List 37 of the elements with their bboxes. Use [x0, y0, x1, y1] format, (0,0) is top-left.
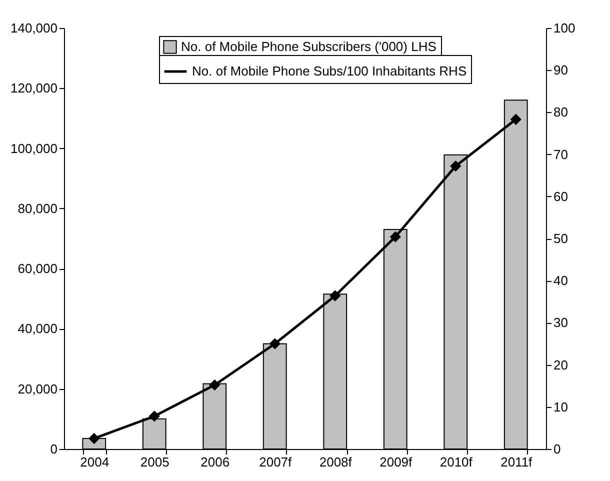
- point: [390, 232, 401, 242]
- y2-tick-label: 80: [554, 104, 568, 120]
- y2-tick-label: 30: [554, 315, 568, 330]
- point: [149, 410, 160, 422]
- y-tick-label: 20,000: [18, 381, 58, 396]
- y2-tick-label: 20: [554, 357, 568, 372]
- point: [209, 380, 220, 390]
- y-tick-label: 80,000: [18, 200, 58, 216]
- y2-tick-label: 10: [554, 399, 568, 414]
- y-tick-label: 120,000: [10, 80, 58, 96]
- x-tick-label: 2005: [140, 454, 170, 470]
- y-tick-label: 0: [50, 442, 58, 456]
- y2-tick-label: 70: [554, 146, 568, 162]
- y2-tick-label: 0: [554, 442, 561, 456]
- legend-label: No. of Mobile Phone Subs/100 Inhabitants RHS: [192, 64, 467, 78]
- y2-tick-label: 90: [554, 62, 568, 78]
- y2-tick-label: 40: [554, 273, 568, 288]
- y-tick-label: 140,000: [10, 20, 58, 36]
- y2-tick-label: 50: [554, 231, 568, 246]
- y2-tick-label: 100: [554, 20, 576, 36]
- point: [270, 338, 280, 349]
- x-tick-label: 2009f: [380, 454, 413, 470]
- point: [330, 290, 340, 301]
- x-tick-label: 2004: [80, 454, 110, 470]
- point: [450, 160, 461, 172]
- y-tick-label: 100,000: [10, 140, 58, 156]
- x-tick-label: 2007f: [259, 454, 292, 470]
- x-tick-label: 2006: [200, 454, 230, 470]
- x-tick-label: 2011f: [500, 454, 533, 470]
- y-tick-label: 40,000: [18, 321, 58, 336]
- y2-tick-label: 60: [554, 188, 568, 204]
- y-tick-label: 60,000: [18, 261, 58, 276]
- x-tick-label: 2008f: [319, 454, 352, 470]
- point: [88, 433, 100, 444]
- x-tick-label: 2010f: [440, 454, 473, 470]
- point: [510, 114, 522, 125]
- legend-label: No. of Mobile Phone Subscribers ('000) LHS: [181, 39, 437, 54]
